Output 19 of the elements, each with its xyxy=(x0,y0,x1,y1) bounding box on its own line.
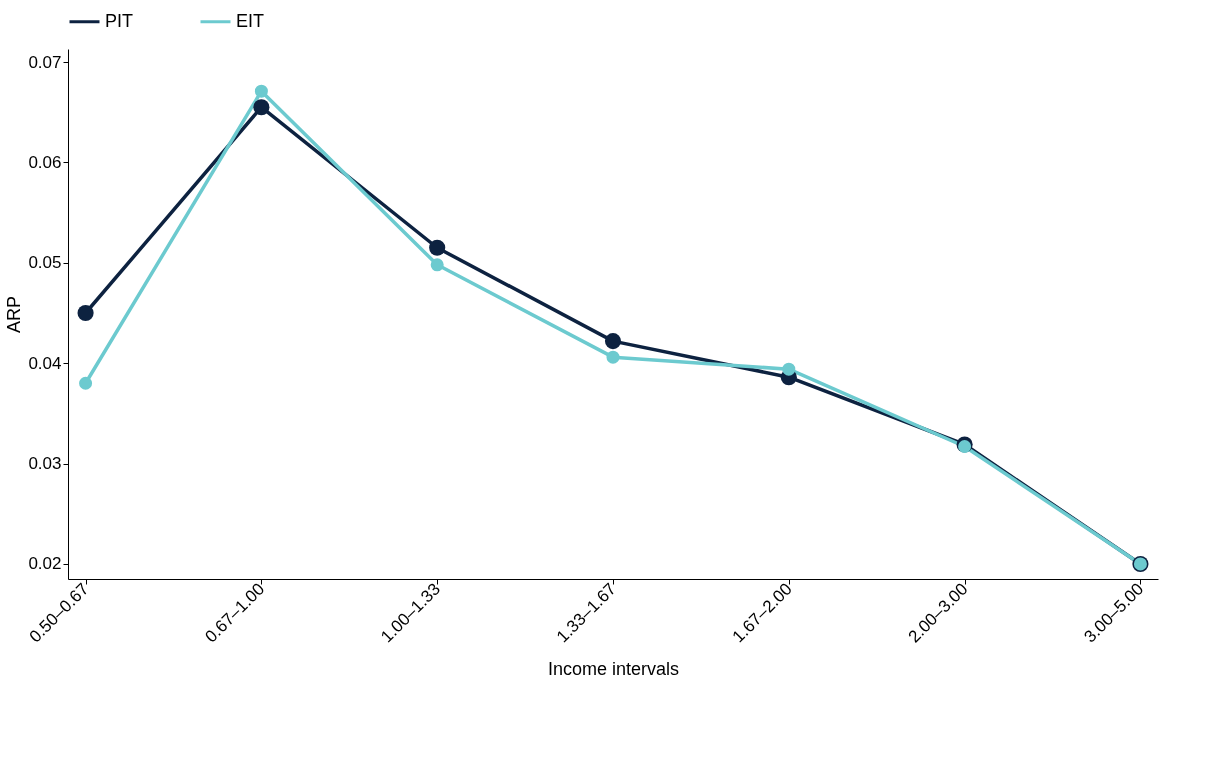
y-tick-label: 0.07 xyxy=(28,52,62,72)
y-axis-title: ARP xyxy=(4,295,25,334)
point xyxy=(253,99,270,116)
point xyxy=(254,84,268,98)
point xyxy=(606,350,620,364)
point xyxy=(77,304,94,322)
y-tick-label: 0.05 xyxy=(28,253,62,273)
y-tick-label: 0.04 xyxy=(28,353,62,373)
point xyxy=(604,333,622,350)
y-tick-label: 0.06 xyxy=(28,152,62,172)
point xyxy=(782,362,796,376)
point xyxy=(430,258,444,272)
point xyxy=(79,376,93,390)
point xyxy=(429,239,446,256)
legend-label: EIT xyxy=(236,10,265,31)
x-axis-title: Income intervals xyxy=(547,658,680,679)
y-tick-label: 0.02 xyxy=(28,554,62,574)
y-tick-label: 0.03 xyxy=(28,454,62,474)
legend-label: PIT xyxy=(105,10,134,31)
